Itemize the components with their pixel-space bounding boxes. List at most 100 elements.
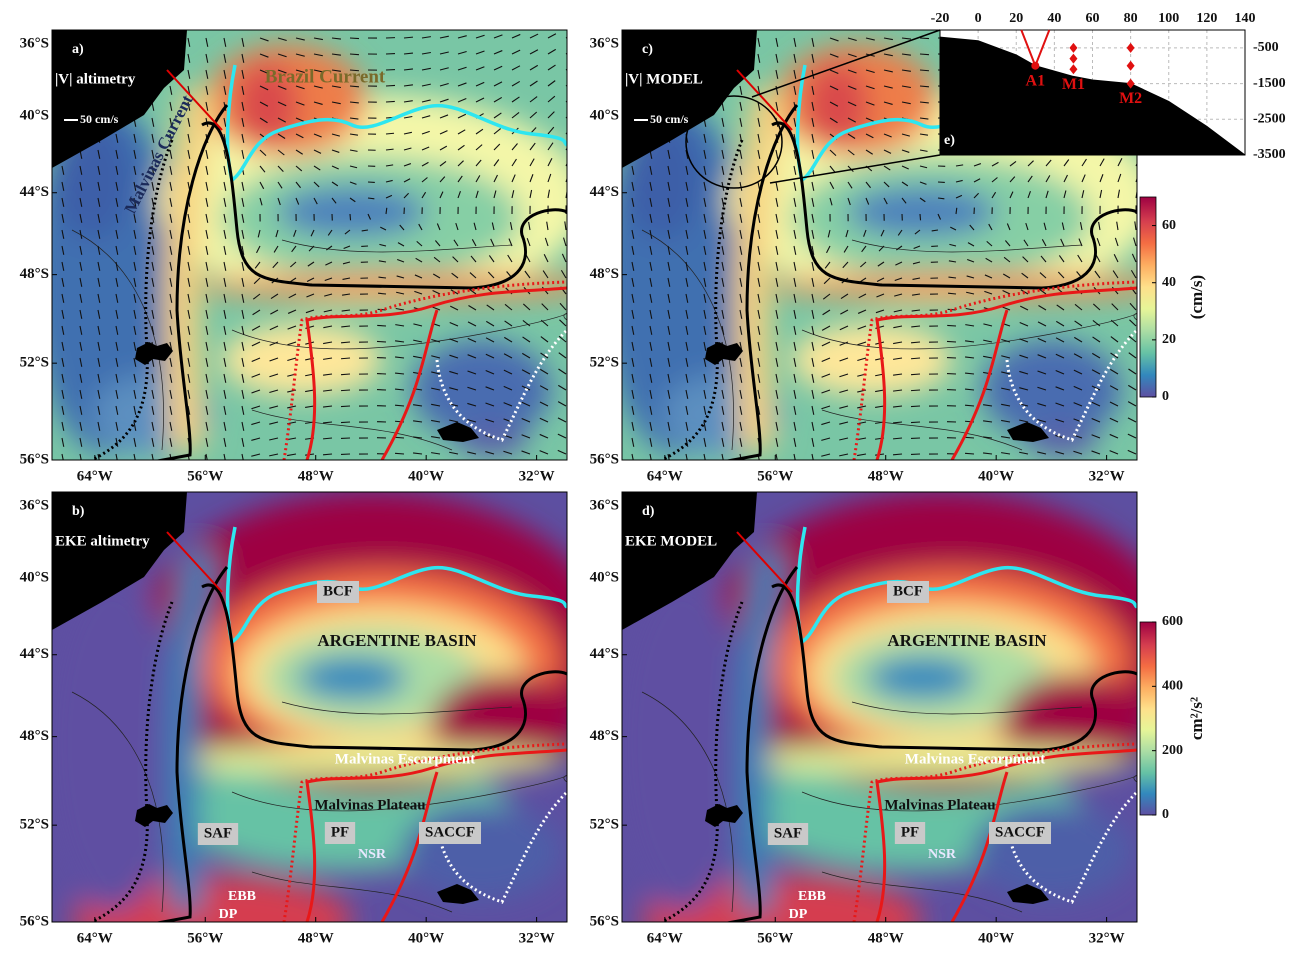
lon-tick-label: 32°W — [519, 930, 555, 946]
velocity-vector — [757, 357, 761, 367]
velocity-vector — [1019, 387, 1029, 391]
front-pf-dotted — [282, 280, 567, 460]
velocity-vector — [241, 453, 244, 460]
velocity-vector — [277, 117, 286, 123]
lat-tick-label: 40°S — [20, 108, 49, 124]
velocity-vector — [385, 194, 393, 199]
velocity-vector — [540, 352, 549, 359]
velocity-vector — [542, 270, 549, 279]
velocity-vector — [508, 238, 513, 247]
velocity-vector — [703, 181, 707, 191]
velocity-vector — [79, 341, 83, 351]
velocity-vector — [739, 277, 743, 287]
velocity-vector — [1037, 386, 1047, 391]
velocity-vector — [775, 325, 779, 335]
velocity-vector — [865, 117, 875, 122]
velocity-vector — [649, 261, 653, 271]
velocity-vector — [564, 221, 567, 231]
velocity-vector — [529, 80, 538, 87]
front-label-box — [317, 581, 359, 603]
field-patch — [972, 804, 1132, 900]
velocity-vector — [965, 307, 975, 311]
velocity-vector — [966, 291, 975, 295]
velocity-vector — [485, 370, 495, 375]
map-annotation: ARGENTINE BASIN — [317, 631, 477, 650]
velocity-vector — [151, 293, 155, 303]
velocity-vector — [457, 144, 465, 151]
velocity-vector — [983, 355, 993, 359]
velocity-vector — [811, 277, 815, 287]
velocity-vector — [1055, 337, 1065, 343]
lat-tick-label: 48°S — [20, 266, 49, 282]
velocity-vector — [558, 352, 567, 359]
velocity-vector — [97, 245, 101, 255]
velocity-vector — [169, 245, 173, 255]
velocity-vector — [529, 189, 533, 199]
velocity-vector — [293, 229, 297, 237]
colorbar-tick-label: 400 — [1162, 679, 1183, 694]
velocity-vector — [289, 261, 297, 268]
velocity-vector — [739, 149, 743, 159]
velocity-vector — [865, 149, 873, 155]
field-patch — [142, 746, 562, 774]
velocity-vector — [685, 261, 689, 271]
velocity-vector — [1055, 353, 1065, 359]
velocity-vector — [983, 339, 993, 343]
velocity-vector — [667, 421, 671, 431]
velocity-vector — [403, 131, 413, 135]
velocity-vector — [223, 373, 227, 383]
velocity-vector — [376, 340, 387, 343]
velocity-vector — [721, 437, 725, 447]
velocity-vector — [631, 389, 635, 399]
land — [622, 492, 757, 630]
velocity-vector — [857, 405, 867, 409]
velocity-vector — [223, 181, 227, 191]
velocity-vector — [721, 277, 725, 287]
front-saccf — [1005, 328, 1137, 442]
velocity-vector — [546, 221, 549, 231]
map-field — [52, 492, 567, 922]
velocity-vector — [984, 274, 993, 279]
velocity-vector — [839, 453, 849, 457]
velocity-vector — [811, 117, 815, 127]
velocity-vector — [757, 117, 761, 127]
velocity-vector — [79, 229, 83, 239]
velocity-vector — [115, 293, 119, 303]
velocity-vector — [1114, 237, 1119, 247]
velocity-vector — [842, 261, 849, 269]
velocity-vector — [241, 325, 245, 335]
velocity-vector — [241, 421, 245, 431]
velocity-vector — [557, 449, 567, 455]
velocity-vector — [115, 213, 119, 223]
velocity-vector — [811, 133, 815, 143]
velocity-vector — [901, 181, 909, 187]
velocity-vector — [775, 373, 779, 383]
velocity-vector — [324, 293, 333, 297]
field-patch — [412, 340, 552, 440]
bathymetry-contour — [231, 775, 567, 812]
velocity-vector — [1001, 419, 1011, 423]
velocity-vector — [367, 213, 372, 220]
velocity-vector — [910, 373, 921, 376]
velocity-vector — [273, 245, 279, 253]
velocity-vector — [1133, 237, 1137, 247]
velocity-vector — [61, 277, 65, 287]
front-pf — [305, 286, 567, 460]
velocity-vector — [457, 82, 467, 87]
velocity-vector — [151, 245, 155, 255]
velocity-vector — [277, 181, 283, 189]
velocity-vector — [97, 277, 101, 287]
velocity-vector — [367, 197, 375, 200]
velocity-vector — [241, 133, 245, 143]
velocity-vector — [151, 405, 155, 415]
velocity-vector — [323, 341, 333, 345]
velocity-vector — [115, 421, 119, 431]
velocity-vector — [919, 197, 926, 203]
velocity-vector — [295, 85, 305, 90]
velocity-vector — [649, 245, 653, 255]
velocity-vector — [115, 357, 119, 367]
velocity-vector — [793, 165, 797, 175]
velocity-vector — [991, 177, 998, 183]
island — [705, 342, 743, 365]
velocity-vector — [721, 325, 725, 335]
